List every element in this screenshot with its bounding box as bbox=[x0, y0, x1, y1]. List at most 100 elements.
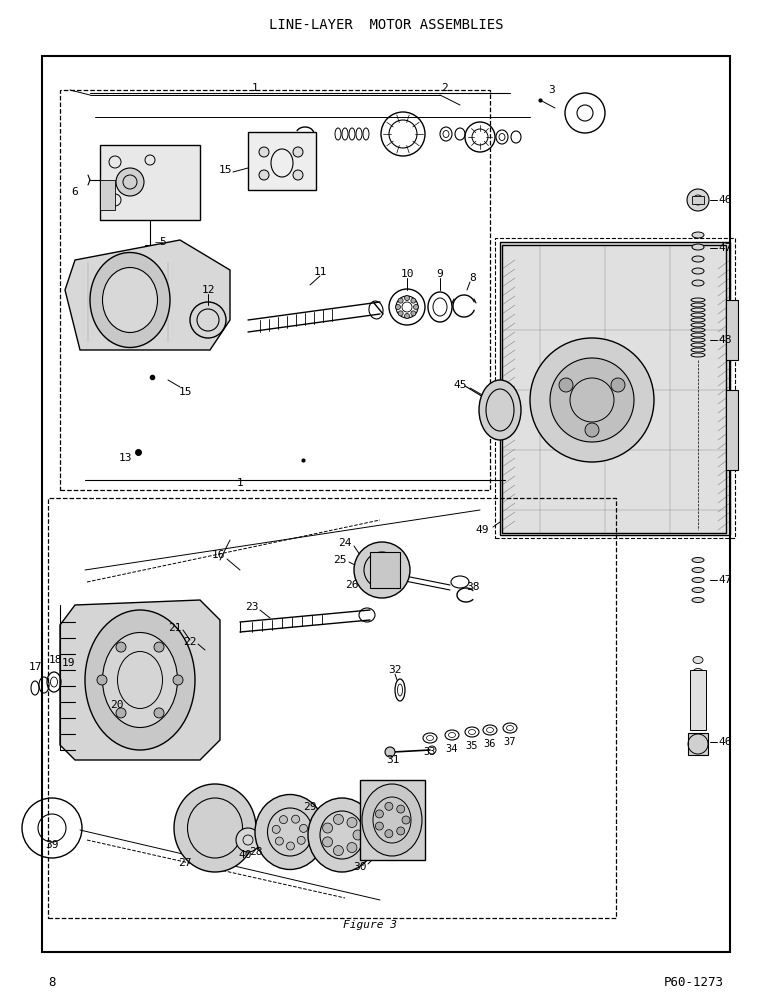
Circle shape bbox=[385, 747, 395, 757]
Bar bbox=[48, 498, 616, 918]
Circle shape bbox=[414, 304, 418, 310]
Text: 33: 33 bbox=[424, 747, 436, 757]
Text: 17: 17 bbox=[29, 662, 42, 672]
Text: 22: 22 bbox=[183, 637, 197, 647]
Bar bbox=[248, 132, 316, 190]
Bar bbox=[726, 300, 738, 360]
Ellipse shape bbox=[362, 784, 422, 856]
Text: 16: 16 bbox=[212, 550, 225, 560]
Text: 8: 8 bbox=[48, 976, 56, 988]
Ellipse shape bbox=[692, 558, 704, 562]
Circle shape bbox=[300, 824, 307, 832]
Polygon shape bbox=[500, 242, 730, 535]
Text: 25: 25 bbox=[334, 555, 347, 565]
Text: 10: 10 bbox=[400, 269, 414, 279]
Bar bbox=[726, 390, 738, 470]
Text: 47: 47 bbox=[718, 575, 732, 585]
Ellipse shape bbox=[692, 597, 704, 602]
Circle shape bbox=[411, 311, 416, 316]
Circle shape bbox=[297, 836, 305, 844]
Text: 13: 13 bbox=[118, 453, 132, 463]
Ellipse shape bbox=[692, 268, 704, 274]
Text: 28: 28 bbox=[249, 847, 262, 857]
Text: 19: 19 bbox=[61, 658, 75, 668]
Circle shape bbox=[385, 830, 393, 838]
Text: 32: 32 bbox=[388, 665, 401, 675]
Circle shape bbox=[559, 378, 573, 392]
Circle shape bbox=[411, 298, 416, 303]
Ellipse shape bbox=[693, 656, 703, 664]
Text: 26: 26 bbox=[345, 580, 359, 590]
Text: 36: 36 bbox=[484, 739, 496, 749]
Circle shape bbox=[385, 802, 393, 810]
Text: 6: 6 bbox=[72, 187, 79, 197]
Text: 34: 34 bbox=[445, 744, 459, 754]
Bar bbox=[370, 552, 400, 588]
Circle shape bbox=[353, 830, 363, 840]
Text: 12: 12 bbox=[201, 285, 215, 295]
Circle shape bbox=[293, 147, 303, 157]
Text: 1: 1 bbox=[252, 83, 259, 93]
Text: 8: 8 bbox=[469, 273, 476, 283]
Text: 46: 46 bbox=[718, 195, 732, 205]
Ellipse shape bbox=[692, 578, 704, 582]
Text: 40: 40 bbox=[239, 850, 252, 860]
Text: 9: 9 bbox=[437, 269, 443, 279]
Text: LINE-LAYER  MOTOR ASSEMBLIES: LINE-LAYER MOTOR ASSEMBLIES bbox=[269, 18, 503, 32]
Bar bbox=[495, 238, 735, 538]
Ellipse shape bbox=[308, 798, 376, 872]
Circle shape bbox=[259, 147, 269, 157]
Bar bbox=[60, 90, 490, 490]
Text: 11: 11 bbox=[313, 267, 327, 277]
Text: 30: 30 bbox=[354, 862, 367, 872]
Text: Figure 3: Figure 3 bbox=[343, 920, 397, 930]
Bar bbox=[100, 180, 115, 210]
Circle shape bbox=[286, 842, 294, 850]
Circle shape bbox=[397, 827, 405, 835]
Circle shape bbox=[97, 675, 107, 685]
Text: 21: 21 bbox=[168, 623, 181, 633]
Ellipse shape bbox=[692, 256, 704, 262]
Ellipse shape bbox=[479, 380, 521, 440]
Circle shape bbox=[116, 168, 144, 196]
Circle shape bbox=[154, 708, 164, 718]
Text: 2: 2 bbox=[442, 83, 449, 93]
Text: 38: 38 bbox=[466, 582, 479, 592]
Circle shape bbox=[293, 170, 303, 180]
Bar bbox=[688, 733, 708, 755]
Text: 46: 46 bbox=[718, 737, 732, 747]
Circle shape bbox=[323, 837, 333, 847]
Text: P60-1273: P60-1273 bbox=[664, 976, 724, 988]
Ellipse shape bbox=[90, 252, 170, 348]
Text: 39: 39 bbox=[46, 840, 59, 850]
Text: 15: 15 bbox=[178, 387, 191, 397]
Ellipse shape bbox=[692, 280, 704, 286]
Circle shape bbox=[292, 815, 300, 823]
Circle shape bbox=[334, 814, 344, 824]
Circle shape bbox=[375, 810, 384, 818]
Circle shape bbox=[398, 311, 403, 316]
Text: 45: 45 bbox=[453, 380, 467, 390]
Circle shape bbox=[236, 828, 260, 852]
Circle shape bbox=[550, 358, 634, 442]
Circle shape bbox=[276, 837, 283, 845]
Ellipse shape bbox=[103, 267, 157, 332]
Bar bbox=[692, 196, 704, 204]
Circle shape bbox=[323, 823, 333, 833]
Ellipse shape bbox=[692, 568, 704, 572]
Text: 18: 18 bbox=[48, 655, 62, 665]
Polygon shape bbox=[60, 600, 220, 760]
Text: 1: 1 bbox=[237, 478, 243, 488]
Text: 14: 14 bbox=[101, 327, 115, 337]
Bar bbox=[42, 56, 730, 952]
Text: 48: 48 bbox=[718, 335, 732, 345]
Text: 31: 31 bbox=[386, 755, 400, 765]
Bar bbox=[502, 245, 726, 533]
Circle shape bbox=[375, 822, 384, 830]
Circle shape bbox=[347, 843, 357, 853]
Ellipse shape bbox=[693, 668, 703, 676]
Circle shape bbox=[405, 314, 409, 318]
Circle shape bbox=[334, 846, 344, 856]
Circle shape bbox=[687, 189, 709, 211]
Circle shape bbox=[611, 378, 625, 392]
